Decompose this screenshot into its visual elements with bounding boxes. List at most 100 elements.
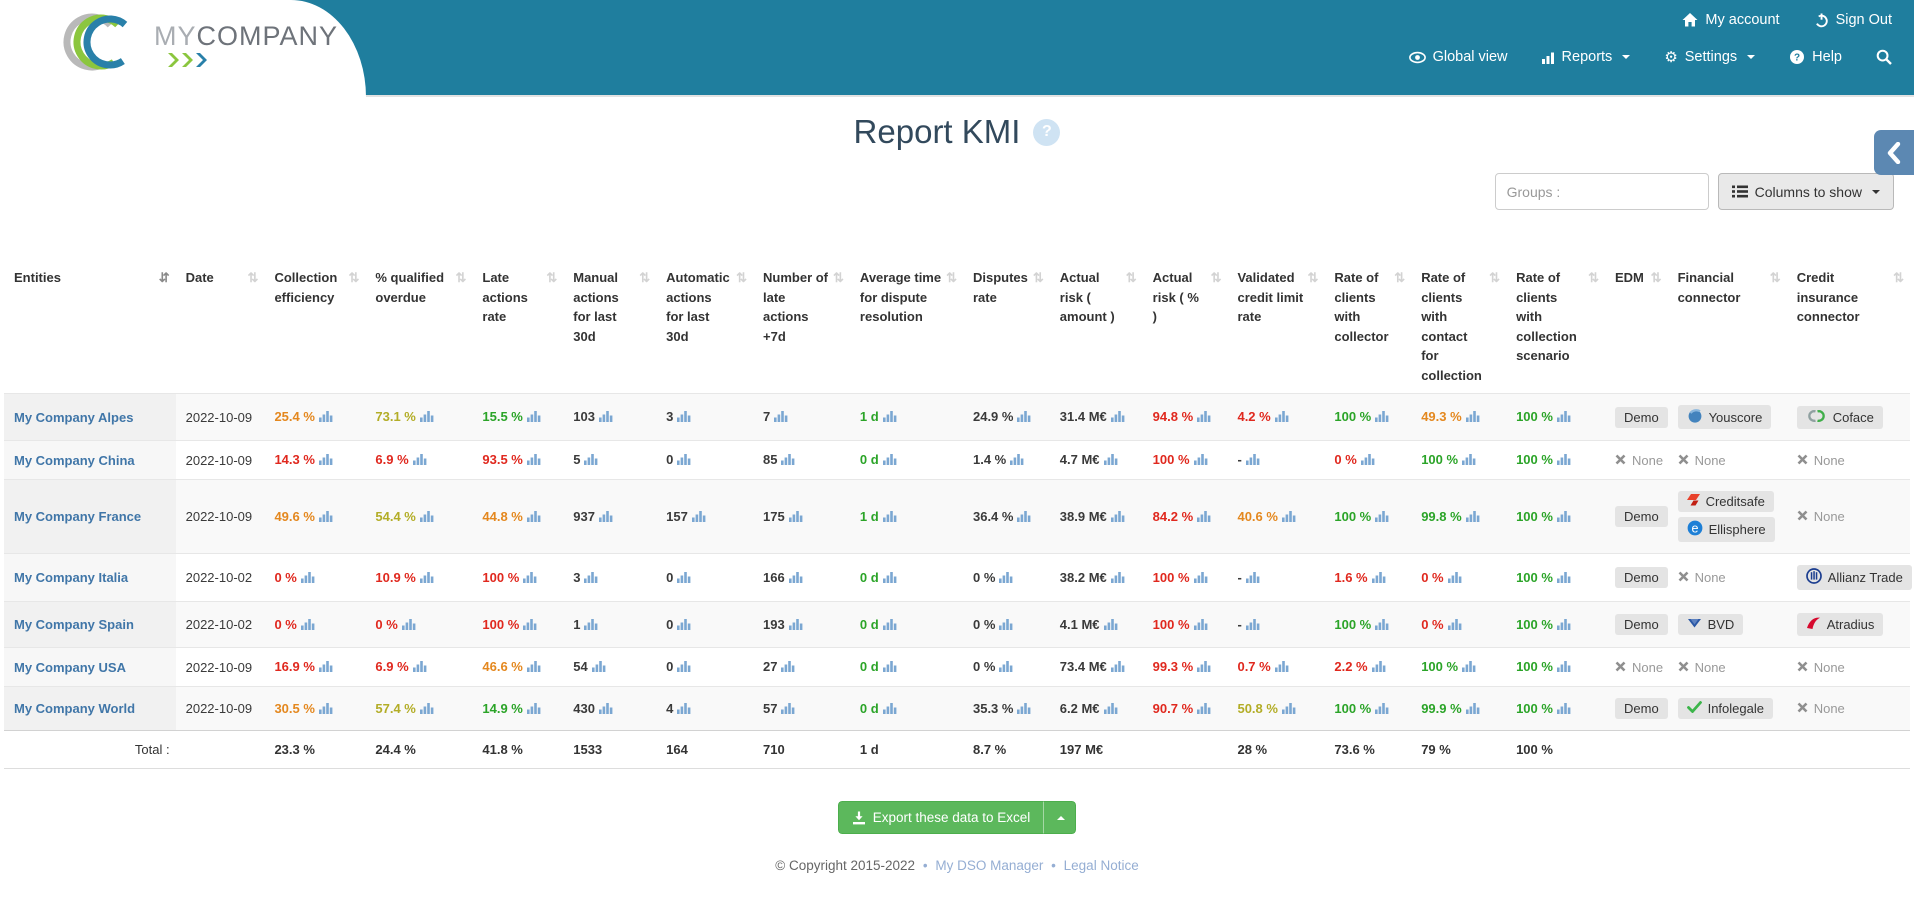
sort-icon[interactable]: ⇅	[639, 270, 651, 285]
nav-reports[interactable]: Reports	[1541, 49, 1631, 65]
column-header[interactable]: Actual risk ( amount ) ⇅	[1059, 270, 1137, 324]
chart-icon[interactable]	[677, 660, 691, 675]
chart-icon[interactable]	[781, 453, 795, 468]
chart-icon[interactable]	[1245, 571, 1260, 586]
help-icon[interactable]: ?	[1033, 118, 1061, 146]
column-header[interactable]: Validated credit limit rate ⇅	[1237, 270, 1319, 324]
collapse-panel-tab[interactable]	[1874, 130, 1914, 175]
column-header[interactable]: Rate of clients with collector ⇅	[1334, 270, 1406, 344]
chart-icon[interactable]	[1375, 410, 1389, 425]
chart-icon[interactable]	[781, 702, 795, 717]
column-header[interactable]: EDM ⇅	[1605, 260, 1668, 394]
chart-icon[interactable]	[523, 571, 537, 586]
chart-icon[interactable]	[1110, 571, 1125, 586]
chart-icon[interactable]	[1103, 453, 1118, 468]
export-options-toggle[interactable]	[1044, 801, 1077, 834]
sort-icon[interactable]: ⇅	[1769, 270, 1781, 285]
sort-icon[interactable]: ⇅	[455, 270, 467, 285]
sort-icon[interactable]: ⇅	[1125, 270, 1137, 285]
chart-icon[interactable]	[412, 660, 427, 675]
chart-icon[interactable]	[677, 410, 691, 425]
chart-icon[interactable]	[882, 660, 897, 675]
chart-icon[interactable]	[788, 571, 803, 586]
chart-icon[interactable]	[1110, 660, 1125, 675]
chart-icon[interactable]	[1447, 618, 1462, 633]
sort-icon[interactable]: ⇅	[1588, 270, 1599, 285]
chart-icon[interactable]	[882, 618, 897, 633]
chart-icon[interactable]	[1375, 618, 1389, 633]
chart-icon[interactable]	[677, 453, 691, 468]
chart-icon[interactable]	[1245, 453, 1260, 468]
chart-icon[interactable]	[1465, 510, 1480, 525]
entity-link[interactable]: My Company China	[14, 452, 135, 468]
sort-icon[interactable]: ⇅	[1210, 270, 1222, 285]
groups-input[interactable]	[1494, 173, 1709, 210]
chart-icon[interactable]	[1017, 510, 1031, 525]
my-dso-manager-link[interactable]: My DSO Manager	[935, 858, 1044, 873]
company-logo[interactable]: MYCOMPANY	[0, 0, 366, 97]
chart-icon[interactable]	[1556, 510, 1571, 525]
chart-icon[interactable]	[1017, 410, 1031, 425]
chart-icon[interactable]	[584, 571, 598, 586]
chart-icon[interactable]	[419, 410, 434, 425]
chart-icon[interactable]	[1371, 660, 1386, 675]
entity-link[interactable]: My Company Alpes	[14, 409, 134, 425]
chart-icon[interactable]	[1110, 410, 1125, 425]
chart-icon[interactable]	[419, 510, 434, 525]
entity-link[interactable]: My Company France	[14, 509, 142, 524]
chart-icon[interactable]	[882, 410, 897, 425]
chart-icon[interactable]	[318, 702, 333, 717]
chart-icon[interactable]	[598, 410, 613, 425]
chart-icon[interactable]	[1556, 702, 1571, 717]
chart-icon[interactable]	[584, 453, 598, 468]
chart-icon[interactable]	[318, 660, 333, 675]
chart-icon[interactable]	[788, 510, 803, 525]
sign-out-link[interactable]: Sign Out	[1814, 12, 1892, 28]
chart-icon[interactable]	[1281, 510, 1296, 525]
sort-icon[interactable]: ⇅	[1650, 270, 1662, 285]
chart-icon[interactable]	[1197, 410, 1211, 425]
chart-icon[interactable]	[1465, 702, 1480, 717]
chart-icon[interactable]	[781, 660, 795, 675]
chart-icon[interactable]	[419, 702, 434, 717]
chart-icon[interactable]	[419, 571, 434, 586]
columns-to-show-button[interactable]: Columns to show	[1717, 173, 1894, 210]
entity-link[interactable]: My Company Spain	[14, 617, 134, 632]
chart-icon[interactable]	[401, 618, 416, 633]
chart-icon[interactable]	[1556, 660, 1571, 675]
chart-icon[interactable]	[1281, 702, 1296, 717]
nav-global-view[interactable]: Global view	[1408, 49, 1508, 65]
chart-icon[interactable]	[1197, 510, 1211, 525]
chart-icon[interactable]	[1245, 618, 1260, 633]
column-header[interactable]: Automatic actions for last 30d ⇅	[666, 270, 748, 344]
chart-icon[interactable]	[591, 660, 606, 675]
chart-icon[interactable]	[882, 510, 897, 525]
chart-icon[interactable]	[1197, 702, 1211, 717]
chart-icon[interactable]	[318, 453, 333, 468]
sort-icon[interactable]: ⇅	[1489, 270, 1501, 285]
sort-icon[interactable]: ⇅	[546, 270, 558, 285]
chart-icon[interactable]	[1017, 702, 1031, 717]
column-header[interactable]: Rate of clients with contact for collect…	[1421, 270, 1501, 383]
entity-link[interactable]: My Company World	[14, 701, 136, 716]
nav-help[interactable]: ? Help	[1789, 49, 1842, 65]
chart-icon[interactable]	[999, 660, 1013, 675]
chart-icon[interactable]	[526, 510, 541, 525]
chart-icon[interactable]	[300, 571, 315, 586]
chart-icon[interactable]	[1447, 571, 1462, 586]
chart-icon[interactable]	[1360, 453, 1375, 468]
sort-icon[interactable]: ⇅	[833, 270, 844, 285]
chart-icon[interactable]	[1193, 453, 1208, 468]
chart-icon[interactable]	[1371, 571, 1386, 586]
chart-icon[interactable]	[691, 510, 706, 525]
chart-icon[interactable]	[1193, 571, 1208, 586]
chart-icon[interactable]	[1193, 618, 1208, 633]
sort-icon[interactable]: ⇅	[1307, 270, 1319, 285]
chart-icon[interactable]	[677, 618, 691, 633]
chart-icon[interactable]	[1556, 453, 1571, 468]
chart-icon[interactable]	[598, 510, 613, 525]
chart-icon[interactable]	[318, 510, 333, 525]
chart-icon[interactable]	[523, 618, 537, 633]
chart-icon[interactable]	[788, 618, 803, 633]
chart-icon[interactable]	[300, 618, 315, 633]
